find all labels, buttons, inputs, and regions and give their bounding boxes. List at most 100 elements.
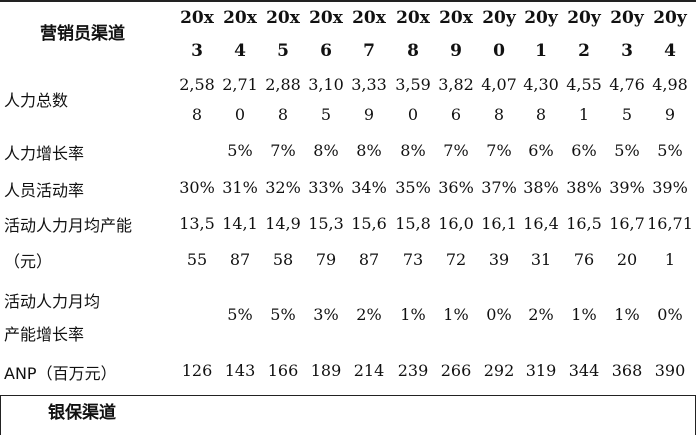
table-cell: 292 xyxy=(483,361,515,380)
table-cell: 30% xyxy=(179,178,215,197)
table-cell-line2: 87 xyxy=(358,250,380,269)
table-cell-line2: 72 xyxy=(445,250,467,269)
table-cell: 2% xyxy=(528,305,554,324)
year-header-top: 20x xyxy=(396,8,430,28)
table-cell: 143 xyxy=(224,361,256,380)
table-cell: 5% xyxy=(614,141,640,160)
table-cell-line2: 0 xyxy=(407,105,419,124)
corner-header: 营销员渠道 xyxy=(40,24,125,44)
year-header-top: 20x xyxy=(223,8,257,28)
year-header-top: 20x xyxy=(352,8,386,28)
table-cell-line1: 16,4 xyxy=(523,214,559,233)
table-cell: 8% xyxy=(313,141,339,160)
row-label: 人力总数 xyxy=(4,91,69,110)
table-cell-line2: 55 xyxy=(186,250,208,269)
section-left-border xyxy=(0,395,1,435)
table-cell-line1: 3,33 xyxy=(351,75,387,94)
row-label: （元） xyxy=(4,252,53,271)
table-cell-line1: 13,5 xyxy=(179,214,215,233)
table-cell-line1: 16,7 xyxy=(609,214,645,233)
section-header: 银保渠道 xyxy=(48,403,116,423)
table-cell-line2: 9 xyxy=(363,105,375,124)
table-cell-line2: 5 xyxy=(320,105,332,124)
table-cell: 166 xyxy=(267,361,299,380)
year-header-top: 20x xyxy=(266,8,300,28)
table-cell-line1: 16,71 xyxy=(647,214,693,233)
table-cell-line2: 76 xyxy=(573,250,595,269)
table-cell: 39% xyxy=(609,178,645,197)
table-cell: 266 xyxy=(440,361,472,380)
table-cell: 38% xyxy=(566,178,602,197)
table-cell-line2: 1 xyxy=(578,105,590,124)
table-cell: 5% xyxy=(227,305,253,324)
table-cell-line2: 79 xyxy=(315,250,337,269)
table-cell-line1: 15,8 xyxy=(395,214,431,233)
table-cell: 5% xyxy=(657,141,683,160)
table-cell: 31% xyxy=(222,178,258,197)
table-cell: 1% xyxy=(443,305,469,324)
table-bottom-rule xyxy=(0,395,696,396)
table-cell: 239 xyxy=(397,361,429,380)
table-cell: 0% xyxy=(657,305,683,324)
year-header-bottom: 5 xyxy=(277,41,289,61)
table-cell-line1: 4,55 xyxy=(566,75,602,94)
table-cell-line2: 31 xyxy=(530,250,552,269)
year-header-bottom: 6 xyxy=(320,41,332,61)
year-header-top: 20y xyxy=(524,8,558,28)
table-cell: 344 xyxy=(568,361,600,380)
table-cell-line2: 6 xyxy=(450,105,462,124)
table-cell-line1: 2,58 xyxy=(179,75,215,94)
table-cell-line1: 16,5 xyxy=(566,214,602,233)
year-header-top: 20x xyxy=(309,8,343,28)
table-top-rule xyxy=(0,0,696,2)
table-cell: 390 xyxy=(654,361,686,380)
row-label: 活动人力月均 xyxy=(4,292,101,311)
year-header-bottom: 4 xyxy=(664,41,676,61)
year-header-bottom: 0 xyxy=(493,41,505,61)
row-label: 人员活动率 xyxy=(4,181,85,200)
table-cell: 214 xyxy=(353,361,385,380)
table-cell-line1: 14,9 xyxy=(265,214,301,233)
table-cell-line2: 73 xyxy=(402,250,424,269)
table-cell: 3% xyxy=(313,305,339,324)
table-cell: 39% xyxy=(652,178,688,197)
table-cell: 1% xyxy=(400,305,426,324)
table-cell: 33% xyxy=(308,178,344,197)
row-label: 人力增长率 xyxy=(4,144,85,163)
table-cell-line2: 0 xyxy=(234,105,246,124)
table-cell: 1% xyxy=(614,305,640,324)
year-header-top: 20y xyxy=(482,8,516,28)
table-cell: 126 xyxy=(181,361,213,380)
table-cell: 6% xyxy=(528,141,554,160)
year-header-top: 20x xyxy=(439,8,473,28)
year-header-bottom: 3 xyxy=(191,41,203,61)
table-cell-line2: 20 xyxy=(616,250,638,269)
year-header-bottom: 3 xyxy=(621,41,633,61)
table-cell-line2: 8 xyxy=(277,105,289,124)
table-cell: 5% xyxy=(270,305,296,324)
table-cell-line1: 3,10 xyxy=(308,75,344,94)
table-cell: 32% xyxy=(265,178,301,197)
table-cell: 319 xyxy=(525,361,557,380)
year-header-top: 20y xyxy=(610,8,644,28)
table-cell-line1: 2,88 xyxy=(265,75,301,94)
year-header-bottom: 1 xyxy=(535,41,547,61)
table-cell-line1: 2,71 xyxy=(222,75,258,94)
table-cell: 8% xyxy=(400,141,426,160)
table-cell-line1: 16,0 xyxy=(438,214,474,233)
table-cell: 38% xyxy=(523,178,559,197)
table-cell: 368 xyxy=(611,361,643,380)
year-header-top: 20y xyxy=(653,8,687,28)
table-cell: 7% xyxy=(270,141,296,160)
row-label: 活动人力月均产能 xyxy=(4,216,133,235)
table-cell-line1: 4,30 xyxy=(523,75,559,94)
table-cell: 2% xyxy=(356,305,382,324)
table-cell-line2: 5 xyxy=(621,105,633,124)
table-cell-line2: 1 xyxy=(664,250,676,269)
table-cell: 5% xyxy=(227,141,253,160)
table-cell-line2: 87 xyxy=(229,250,251,269)
year-header-bottom: 9 xyxy=(450,41,462,61)
table-cell-line1: 14,1 xyxy=(222,214,258,233)
table-cell-line2: 8 xyxy=(535,105,547,124)
table-cell-line2: 58 xyxy=(272,250,294,269)
